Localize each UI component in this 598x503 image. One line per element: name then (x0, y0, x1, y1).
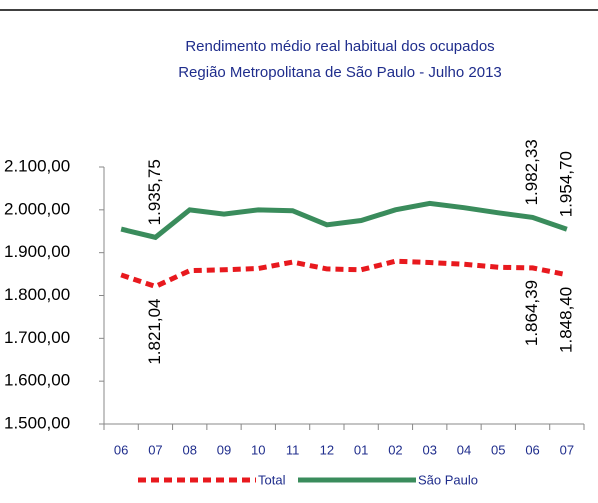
x-tick-label: 08 (182, 442, 196, 457)
x-tick-label: 01 (354, 442, 368, 457)
x-tick-label: 03 (422, 442, 436, 457)
data-label: 1.982,33 (522, 139, 541, 205)
y-tick-label: 1.500,00 (4, 413, 70, 432)
data-label: 1.821,04 (145, 298, 164, 364)
data-label: 1.935,75 (145, 159, 164, 225)
y-tick-label: 2.100,00 (4, 156, 70, 175)
data-label: 1.848,40 (556, 287, 575, 353)
y-tick-label: 1.600,00 (4, 371, 70, 390)
data-label: 1.864,39 (522, 280, 541, 346)
chart-subtitle: Região Metropolitana de São Paulo - Julh… (178, 64, 502, 81)
y-tick-label: 1.900,00 (4, 242, 70, 261)
line-series (120, 258, 568, 290)
x-tick-label: 12 (320, 442, 334, 457)
x-tick-label: 06 (114, 442, 128, 457)
x-tick-label: 05 (491, 442, 505, 457)
y-tick-label: 1.700,00 (4, 328, 70, 347)
data-label: 1.954,70 (556, 151, 575, 217)
y-tick-label: 2.000,00 (4, 199, 70, 218)
x-tick-label: 02 (388, 442, 402, 457)
legend-label: Total (258, 472, 286, 487)
x-tick-label: 07 (148, 442, 162, 457)
x-tick-label: 10 (251, 442, 265, 457)
legend-label: São Paulo (418, 472, 478, 487)
x-tick-label: 07 (560, 442, 574, 457)
chart-title: Rendimento médio real habitual dos ocupa… (185, 38, 494, 55)
x-tick-label: 11 (286, 442, 300, 457)
x-tick-label: 06 (525, 442, 539, 457)
line-series (120, 200, 568, 241)
x-tick-label: 04 (457, 442, 471, 457)
x-tick-label: 09 (217, 442, 231, 457)
y-tick-label: 1.800,00 (4, 285, 70, 304)
